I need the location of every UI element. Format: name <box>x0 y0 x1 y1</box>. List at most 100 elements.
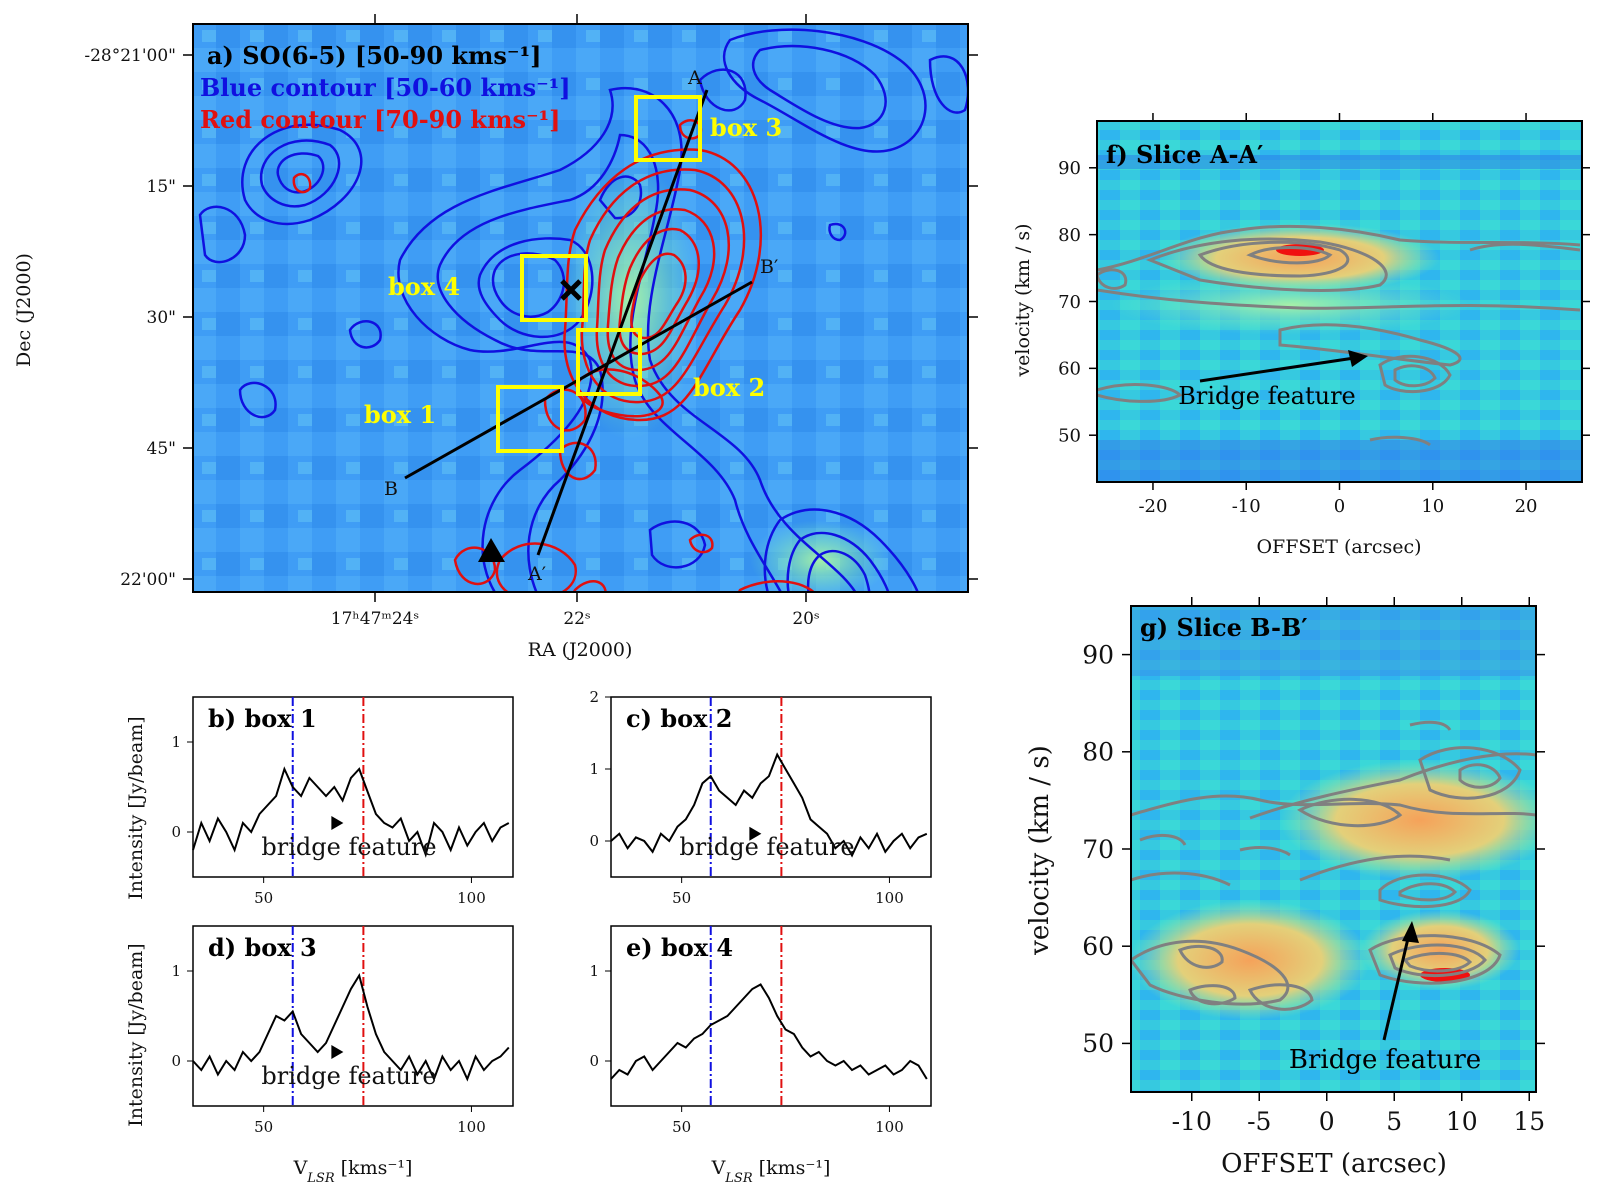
pv-g-xlabel: OFFSET (arcsec) <box>1221 1149 1447 1179</box>
spectrum-xtick-label: 50 <box>254 1118 273 1136</box>
spectrum-xtick-label: 100 <box>457 889 486 907</box>
bridge-arrow <box>331 1045 344 1059</box>
spectrum-xlabel: VLSR [kms⁻¹] <box>711 1157 831 1186</box>
pv-ytick-label: 50 <box>1082 1029 1114 1058</box>
pv-f-ylabel: velocity (km / s) <box>1012 223 1034 377</box>
pv-xtick-label: 10 <box>1446 1107 1478 1136</box>
spectrum-annotation: bridge feature <box>679 833 854 861</box>
spectrum-xtick-label: 50 <box>254 889 273 907</box>
spectrum-ytick-label: 1 <box>589 760 599 778</box>
pv-xtick-label: -10 <box>1232 496 1261 517</box>
cross-marker <box>560 279 582 301</box>
pv-g-arrow-line <box>1382 929 1412 1041</box>
spectrum-ytick-label: 0 <box>589 832 599 850</box>
spectrum-annotation: bridge feature <box>261 1062 436 1090</box>
map-title: a) SO(6-5) [50-90 kms⁻¹] <box>207 41 541 70</box>
spectrum-ytick-label: 0 <box>171 1052 181 1070</box>
pv-g-emission-2 <box>1131 900 1370 1020</box>
pv-g-title: g) Slice B-B′ <box>1140 613 1308 642</box>
spectrum-frame <box>610 696 932 878</box>
label-a: A <box>687 67 702 89</box>
pv-f-arrow-head <box>1348 350 1368 367</box>
pv-f-arrow-line <box>1199 355 1362 383</box>
spectrum-panel-1: 50 100 0 1 b) box 1 bridge feature <box>171 696 514 907</box>
spectrum-panel-2: 50 100 0 1 2 c) box 2 bridge feature <box>589 688 932 907</box>
box-1-label: box 1 <box>364 400 436 429</box>
pv-g-contours <box>1131 720 1536 1011</box>
pv-f-emission-2 <box>1110 275 1470 335</box>
spectrum-ytick-label: 1 <box>171 733 181 751</box>
spectrum-frame <box>610 925 932 1107</box>
red-contour-label: Red contour [70-90 kms⁻¹] <box>200 105 561 134</box>
spectrum-title: e) box 4 <box>626 933 733 962</box>
pv-ytick-label: 70 <box>1058 292 1081 313</box>
pv-f-low-region <box>1097 440 1582 482</box>
spectrum-line <box>610 983 928 1080</box>
pv-ytick-label: 80 <box>1058 225 1081 246</box>
map-xlabel: RA (J2000) <box>528 639 633 661</box>
pv-xtick-label: -10 <box>1172 1107 1212 1136</box>
slice-line-aa <box>536 89 709 556</box>
pv-ytick-label: 70 <box>1082 835 1114 864</box>
spectrum-frame <box>192 925 514 1107</box>
label-a-prime: A′ <box>527 563 546 585</box>
spectrum-frame <box>192 696 514 878</box>
spectrum-title: b) box 1 <box>208 704 317 733</box>
pv-xtick-label: 20 <box>1515 496 1538 517</box>
spectrum-panel-3: 50 100 0 1 d) box 3 bridge feature VLSR [kms⁻¹… <box>171 925 514 1186</box>
pv-f-annotation: Bridge feature <box>1178 382 1356 410</box>
spectrum-panel-4: 50 100 0 1 e) box 4 VLSR [kms⁻¹] <box>589 925 932 1186</box>
spectrum-title: d) box 3 <box>208 933 317 962</box>
spectrum-ytick-label: 2 <box>589 688 599 706</box>
map-ytick-4: 22'00" <box>120 570 176 590</box>
pv-xtick-label: 15 <box>1513 1107 1545 1136</box>
pv-f-axes: -20 -10 0 10 20 50 60 70 80 90 <box>1058 113 1590 517</box>
pv-f-xlabel: OFFSET (arcsec) <box>1256 536 1421 558</box>
pv-xtick-label: 0 <box>1334 496 1345 517</box>
map-xtick-2: 20ˢ <box>792 609 819 629</box>
pv-panel-g: Bridge feature g) Slice B-B′ -10 -5 0 5 10 15… <box>1025 597 1545 1179</box>
map-ytick-2: 30" <box>147 308 176 328</box>
pv-g-high-region <box>1131 606 1536 676</box>
map-ylabel: Dec (J2000) <box>13 253 35 367</box>
spectrum-xtick-label: 100 <box>875 889 904 907</box>
spectrum-ytick-label: 1 <box>171 962 181 980</box>
label-b-prime: B′ <box>760 256 778 278</box>
map-ytick-1: 15" <box>147 177 176 197</box>
box-2-label: box 2 <box>693 373 765 402</box>
box-3-label: box 3 <box>710 113 782 142</box>
spectrum-line <box>610 752 928 858</box>
pv-ytick-label: 80 <box>1082 738 1114 767</box>
pv-g-emission-1 <box>1280 760 1536 880</box>
spectrum-line <box>192 766 510 858</box>
yellow-boxes <box>496 95 702 453</box>
spectrum-ytick-label: 1 <box>589 962 599 980</box>
spectrum-title: c) box 2 <box>626 704 732 733</box>
spectra-ylabel-top: Intensity [Jy/beam] <box>125 716 147 899</box>
spectrum-xtick-label: 100 <box>457 1118 486 1136</box>
spectrum-xtick-label: 50 <box>672 1118 691 1136</box>
blue-contour-label: Blue contour [50-60 kms⁻¹] <box>200 73 571 102</box>
spectrum-ytick-label: 0 <box>171 823 181 841</box>
map-panel: A A′ B B′ box 1 box 2 box 3 box 4 a) SO(… <box>13 14 978 661</box>
pv-xtick-label: -20 <box>1138 496 1167 517</box>
blue-contours <box>198 28 968 592</box>
pv-xtick-label: -5 <box>1247 1107 1271 1136</box>
pv-f-contours <box>1097 224 1581 447</box>
bridge-arrow <box>749 826 762 841</box>
box-4-rect <box>520 254 588 322</box>
box-2-rect <box>576 328 642 396</box>
box-4-label: box 4 <box>388 272 460 301</box>
pv-xtick-label: 0 <box>1319 1107 1335 1136</box>
pv-ytick-label: 60 <box>1058 359 1081 380</box>
map-ticks <box>183 14 978 602</box>
spectrum-xtick-label: 50 <box>672 889 691 907</box>
pv-f-high-region <box>1097 155 1582 169</box>
spectra-ylabel-bottom: Intensity [Jy/beam] <box>125 943 147 1126</box>
bridge-arrow <box>331 816 344 830</box>
label-b: B <box>384 478 398 500</box>
spectrum-ytick-label: 0 <box>589 1052 599 1070</box>
pv-g-ylabel: velocity (km / s) <box>1025 745 1055 956</box>
